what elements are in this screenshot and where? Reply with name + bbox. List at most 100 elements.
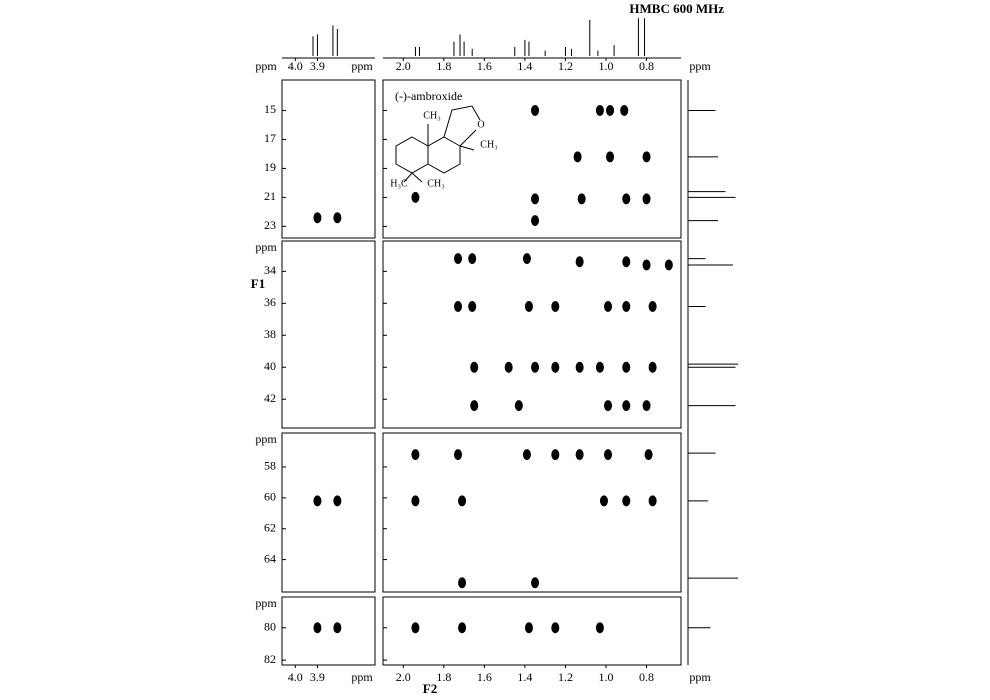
cross-peak bbox=[664, 259, 673, 271]
panel-frame bbox=[281, 79, 376, 239]
structure-label: CH₃ bbox=[427, 178, 444, 189]
y-tick-label: 38 bbox=[264, 327, 276, 341]
cross-peak bbox=[575, 361, 584, 373]
structure-label: O bbox=[477, 119, 484, 130]
x-tick-label: 3.9 bbox=[310, 59, 325, 73]
y-tick-label: 23 bbox=[264, 218, 276, 232]
cross-peak bbox=[514, 400, 523, 412]
x-tick-label: 1.0 bbox=[598, 59, 613, 73]
cross-peak bbox=[622, 193, 631, 205]
cross-peak bbox=[454, 449, 463, 461]
cross-peak bbox=[531, 577, 540, 589]
cross-peak bbox=[524, 622, 533, 634]
cross-peak bbox=[313, 495, 322, 507]
x-tick-label: 2.0 bbox=[396, 670, 411, 684]
structure-label: H₃C bbox=[390, 178, 408, 189]
cross-peak bbox=[575, 449, 584, 461]
cross-peak bbox=[531, 104, 540, 116]
y-tick-label: 64 bbox=[264, 551, 276, 565]
cross-peak bbox=[522, 449, 531, 461]
cross-peak bbox=[622, 256, 631, 268]
cross-peak bbox=[604, 400, 613, 412]
bond bbox=[403, 172, 413, 183]
y-tick-label: 58 bbox=[264, 459, 276, 473]
y-tick-label: 19 bbox=[264, 160, 276, 174]
panel-frame bbox=[382, 596, 682, 666]
x-tick-label: 4.0 bbox=[288, 59, 303, 73]
cross-peak bbox=[551, 449, 560, 461]
panel-frame bbox=[382, 79, 682, 239]
cross-peak bbox=[470, 361, 479, 373]
panel-frame bbox=[281, 432, 376, 593]
x-tick-label: 0.8 bbox=[639, 59, 654, 73]
y-tick-label: 21 bbox=[264, 189, 276, 203]
cross-peak bbox=[531, 193, 540, 205]
cross-peak bbox=[642, 193, 651, 205]
cross-peak bbox=[522, 253, 531, 265]
y-tick-label: 40 bbox=[264, 359, 276, 373]
cross-peak bbox=[620, 104, 629, 116]
cross-peak bbox=[454, 253, 463, 265]
cross-peak bbox=[551, 361, 560, 373]
cross-peak bbox=[622, 400, 631, 412]
cross-peak bbox=[648, 301, 657, 313]
cross-peak bbox=[458, 495, 467, 507]
unit-label: ppm bbox=[351, 670, 373, 684]
cross-peak bbox=[524, 301, 533, 313]
cross-peak bbox=[411, 622, 420, 634]
unit-label: ppm bbox=[255, 240, 277, 254]
cross-peak bbox=[573, 151, 582, 163]
y-tick-label: 62 bbox=[264, 520, 276, 534]
cross-peak bbox=[575, 256, 584, 268]
cross-peak bbox=[333, 212, 342, 224]
bond bbox=[459, 145, 475, 151]
x-tick-label: 1.4 bbox=[517, 59, 532, 73]
cross-peak bbox=[622, 301, 631, 313]
cross-peak bbox=[604, 449, 613, 461]
cross-peak bbox=[531, 215, 540, 227]
unit-label: ppm bbox=[255, 59, 277, 73]
cross-peak bbox=[504, 361, 513, 373]
bond bbox=[411, 172, 423, 183]
cross-peak bbox=[411, 449, 420, 461]
cross-peak bbox=[551, 622, 560, 634]
unit-label: ppm bbox=[689, 59, 711, 73]
panel-frame bbox=[382, 240, 682, 429]
compound-label: (-)-ambroxide bbox=[395, 89, 462, 103]
ring bbox=[395, 136, 429, 174]
x-tick-label: 0.8 bbox=[639, 670, 654, 684]
cross-peak bbox=[599, 495, 608, 507]
y-tick-label: 17 bbox=[264, 131, 276, 145]
structure-label: CH₃ bbox=[423, 110, 440, 121]
cross-peak bbox=[604, 301, 613, 313]
y-tick-label: 15 bbox=[264, 102, 276, 116]
cross-peak bbox=[411, 191, 420, 203]
panel-frame bbox=[281, 596, 376, 666]
cross-peak bbox=[333, 495, 342, 507]
x-tick-label: 1.6 bbox=[477, 670, 492, 684]
cross-peak bbox=[595, 622, 604, 634]
x-tick-label: 3.9 bbox=[310, 670, 325, 684]
cross-peak bbox=[313, 622, 322, 634]
chart-title: HMBC 600 MHz bbox=[629, 1, 724, 16]
unit-label: ppm bbox=[255, 596, 277, 610]
structure: CH₃ O CH₃ H₃C CH₃ bbox=[390, 105, 498, 189]
cross-peak bbox=[622, 495, 631, 507]
panel-frame bbox=[382, 432, 682, 593]
y-tick-label: 36 bbox=[264, 295, 276, 309]
x-tick-label: 1.6 bbox=[477, 59, 492, 73]
cross-peak bbox=[454, 301, 463, 313]
y-tick-label: 80 bbox=[264, 620, 276, 634]
x-tick-label: 1.8 bbox=[436, 670, 451, 684]
cross-peak bbox=[468, 301, 477, 313]
cross-peak bbox=[531, 361, 540, 373]
cross-peak bbox=[333, 622, 342, 634]
y-axis-label: F1 bbox=[251, 276, 265, 291]
unit-label: ppm bbox=[351, 59, 373, 73]
unit-label: ppm bbox=[689, 670, 711, 684]
x-axis-label: F2 bbox=[423, 681, 437, 696]
cross-peak bbox=[622, 361, 631, 373]
cross-peak bbox=[606, 104, 615, 116]
cross-peak bbox=[595, 104, 604, 116]
cross-peak bbox=[648, 495, 657, 507]
